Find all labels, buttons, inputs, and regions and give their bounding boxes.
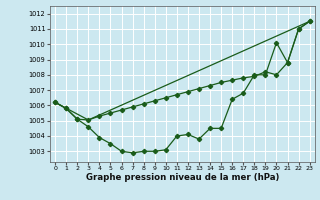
X-axis label: Graphe pression niveau de la mer (hPa): Graphe pression niveau de la mer (hPa) xyxy=(86,173,279,182)
